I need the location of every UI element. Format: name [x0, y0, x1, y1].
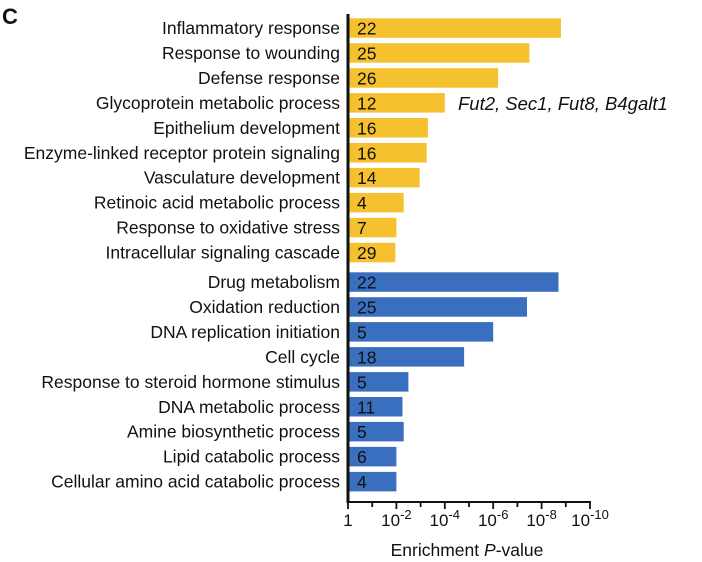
gene-count-label-dna-metabolic-process: 11: [357, 397, 375, 417]
gene-count-label-vasculature-development: 14: [357, 168, 377, 188]
x-tick-label: 10-2: [381, 507, 411, 530]
category-label-cell-cycle: Cell cycle: [265, 347, 340, 367]
bar-dna-replication-initiation: [348, 322, 494, 342]
bar-inflammatory-response: [348, 18, 561, 38]
category-label-dna-replication-initiation: DNA replication initiation: [150, 322, 340, 342]
category-label-oxidation-reduction: Oxidation reduction: [189, 297, 340, 317]
category-label-response-to-steroid-hormone-stimulus: Response to steroid hormone stimulus: [41, 372, 340, 392]
category-label-intracellular-signaling-cascade: Intracellular signaling cascade: [106, 243, 340, 263]
bar-vasculature-development: [348, 167, 420, 188]
annotation-gene-list: Fut2, Sec1, Fut8, B4galt1: [458, 93, 668, 114]
x-tick-label: 10-6: [478, 507, 508, 530]
bar-response-to-steroid-hormone-stimulus: [348, 372, 409, 392]
bar-retinoic-acid-metabolic-process: [348, 192, 404, 213]
gene-count-label-glycoprotein-metabolic-process: 12: [357, 93, 376, 113]
bar-lipid-catabolic-process: [348, 446, 397, 467]
gene-count-label-inflammatory-response: 22: [357, 19, 376, 39]
category-label-enzyme-linked-receptor-protein-signaling: Enzyme-linked receptor protein signaling: [24, 143, 340, 163]
x-tick-label: 10-8: [526, 507, 556, 530]
bar-oxidation-reduction: [348, 297, 527, 317]
gene-count-label-amine-biosynthetic-process: 5: [357, 422, 367, 442]
x-tick-label: 10-4: [430, 507, 460, 530]
category-label-lipid-catabolic-process: Lipid catabolic process: [163, 447, 340, 467]
gene-count-label-lipid-catabolic-process: 6: [357, 447, 367, 467]
bar-drug-metabolism: [348, 272, 559, 292]
bar-cell-cycle: [348, 347, 465, 367]
bar-intracellular-signaling-cascade: [348, 242, 396, 263]
gene-count-label-cell-cycle: 18: [357, 347, 376, 367]
x-axis: 1 10-2 10-4 10-6 10-8 10-10 Enrichment P-value: [343, 14, 609, 560]
gene-count-label-defense-response: 26: [357, 68, 376, 88]
gene-count-label-dna-replication-initiation: 5: [357, 322, 367, 342]
gene-count-label-epithelium-development: 16: [357, 118, 376, 138]
category-label-response-to-wounding: Response to wounding: [162, 43, 340, 63]
gene-count-label-enzyme-linked-receptor-protein-signaling: 16: [357, 143, 376, 163]
gene-count-label-intracellular-signaling-cascade: 29: [357, 243, 376, 263]
category-label-vasculature-development: Vasculature development: [144, 168, 340, 188]
bar-response-to-oxidative-stress: [348, 217, 397, 238]
gene-count-label-cellular-amino-acid-catabolic-process: 4: [357, 472, 367, 492]
bars-layer: Inflammatory response 22 Response to wound…: [24, 18, 668, 492]
bar-dna-metabolic-process: [348, 397, 403, 417]
category-label-inflammatory-response: Inflammatory response: [162, 18, 340, 38]
bar-epithelium-development: [348, 118, 428, 138]
category-label-glycoprotein-metabolic-process: Glycoprotein metabolic process: [96, 93, 340, 113]
bar-cellular-amino-acid-catabolic-process: [348, 471, 397, 492]
gene-count-label-response-to-oxidative-stress: 7: [357, 218, 367, 238]
category-label-epithelium-development: Epithelium development: [153, 118, 340, 138]
category-label-drug-metabolism: Drug metabolism: [208, 272, 340, 292]
gene-count-label-response-to-wounding: 25: [357, 44, 376, 64]
bar-glycoprotein-metabolic-process: [348, 93, 445, 113]
gene-count-label-retinoic-acid-metabolic-process: 4: [357, 193, 367, 213]
category-label-retinoic-acid-metabolic-process: Retinoic acid metabolic process: [94, 193, 340, 213]
bar-enzyme-linked-receptor-protein-signaling: [348, 143, 427, 163]
bar-amine-biosynthetic-process: [348, 421, 404, 442]
bar-response-to-wounding: [348, 43, 530, 63]
gene-count-label-response-to-steroid-hormone-stimulus: 5: [357, 372, 367, 392]
x-tick-label: 1: [343, 511, 352, 530]
category-label-amine-biosynthetic-process: Amine biosynthetic process: [127, 422, 340, 442]
gene-count-label-drug-metabolism: 22: [357, 273, 376, 293]
category-label-response-to-oxidative-stress: Response to oxidative stress: [116, 218, 340, 238]
category-label-dna-metabolic-process: DNA metabolic process: [158, 397, 340, 417]
panel-letter: C: [2, 4, 18, 29]
category-label-cellular-amino-acid-catabolic-process: Cellular amino acid catabolic process: [51, 472, 340, 492]
bar-defense-response: [348, 68, 499, 88]
category-label-defense-response: Defense response: [198, 68, 340, 88]
x-axis-title: Enrichment P-value: [391, 540, 544, 560]
x-tick-label: 10-10: [571, 507, 609, 530]
gene-count-label-oxidation-reduction: 25: [357, 297, 376, 317]
